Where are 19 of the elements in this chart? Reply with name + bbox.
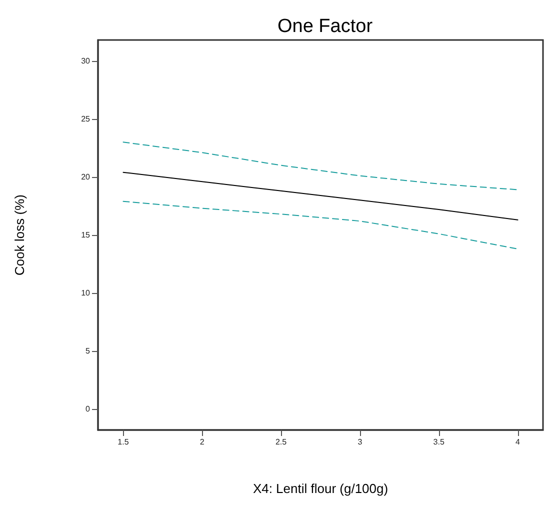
- line-series: [122, 172, 518, 220]
- x-tick-label: 2.5: [275, 438, 288, 446]
- y-tick-label: 5: [86, 346, 91, 356]
- y-tick-label: 0: [86, 404, 91, 414]
- y-tick-label: 10: [81, 288, 91, 298]
- x-tick-label: 3: [358, 438, 363, 446]
- x-tick-label: 1.5: [118, 438, 130, 446]
- chart-title: One Factor: [277, 16, 374, 37]
- x-tick-label: 4: [516, 438, 521, 446]
- x-tick-label: 2: [200, 438, 205, 446]
- y-tick-label: 25: [81, 114, 91, 124]
- y-tick-label: 30: [81, 56, 91, 66]
- x-tick-label: 3.5: [433, 438, 445, 446]
- y-tick-label: 15: [81, 230, 91, 240]
- y-axis-title: Cook loss (%): [12, 194, 27, 276]
- line-series: [122, 200, 518, 250]
- x-axis-title: X4: Lentil flour (g/100g): [252, 481, 388, 496]
- y-tick-label: 20: [81, 172, 91, 182]
- line-series: [122, 142, 518, 190]
